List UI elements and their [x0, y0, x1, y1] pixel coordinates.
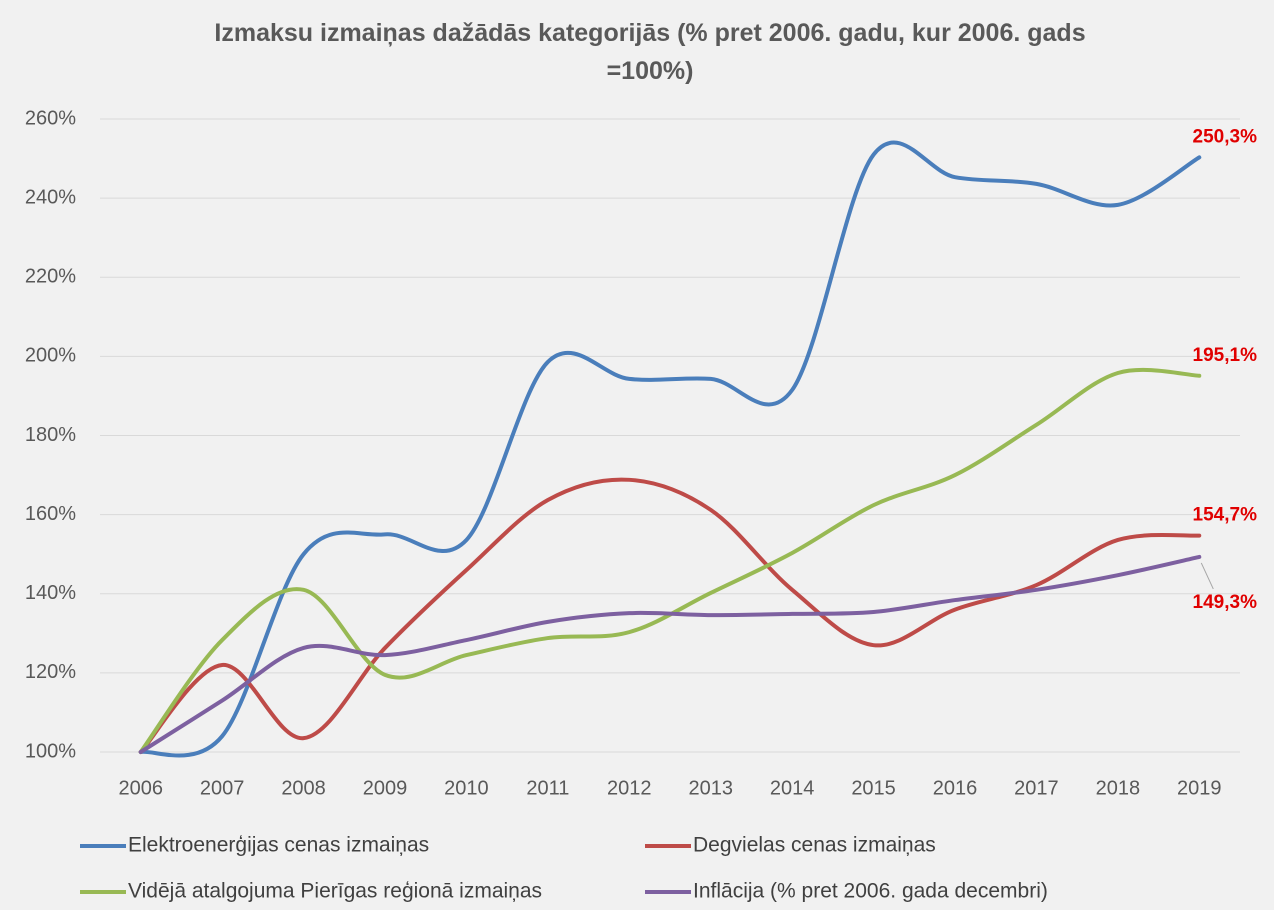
x-tick-label: 2015 [851, 777, 896, 799]
x-tick-label: 2019 [1177, 777, 1222, 799]
y-tick-label: 140% [25, 582, 76, 604]
x-tick-label: 2006 [118, 777, 163, 799]
chart-title: Izmaksu izmaiņas dažādās kategorijās (% … [214, 19, 1086, 85]
legend-label: Vidējā atalgojuma Pierīgas reģionā izmai… [128, 880, 542, 903]
x-tick-label: 2008 [281, 777, 326, 799]
y-tick-label: 120% [25, 661, 76, 683]
data-label: 195,1% [1193, 345, 1258, 366]
x-tick-label: 2017 [1014, 777, 1059, 799]
y-tick-label: 200% [25, 345, 76, 367]
series-line [138, 140, 1202, 758]
y-tick-label: 100% [25, 740, 76, 762]
data-label: 154,7% [1193, 505, 1258, 526]
y-tick-label: 160% [25, 503, 76, 525]
y-tick-label: 260% [25, 107, 76, 129]
x-tick-label: 2013 [688, 777, 733, 799]
y-tick-label: 180% [25, 424, 76, 446]
x-tick-label: 2012 [607, 777, 652, 799]
legend-label: Degvielas cenas izmaiņas [693, 834, 936, 857]
x-tick-label: 2007 [200, 777, 245, 799]
x-tick-label: 2010 [444, 777, 489, 799]
data-label: 250,3% [1193, 126, 1258, 147]
series-line [138, 554, 1202, 754]
x-tick-label: 2016 [933, 777, 978, 799]
series-line [138, 367, 1202, 754]
x-tick-label: 2011 [526, 777, 569, 799]
y-tick-label: 220% [25, 266, 76, 288]
x-tick-label: 2009 [363, 777, 408, 799]
legend-label: Inflācija (% pret 2006. gada decembri) [693, 880, 1048, 903]
leader-line [1200, 562, 1214, 590]
data-label: 149,3% [1193, 592, 1258, 613]
y-tick-label: 240% [25, 186, 76, 208]
legend-label: Elektroenerģijas cenas izmaiņas [128, 834, 429, 857]
x-tick-label: 2014 [770, 777, 815, 799]
x-tick-label: 2018 [1096, 777, 1141, 799]
